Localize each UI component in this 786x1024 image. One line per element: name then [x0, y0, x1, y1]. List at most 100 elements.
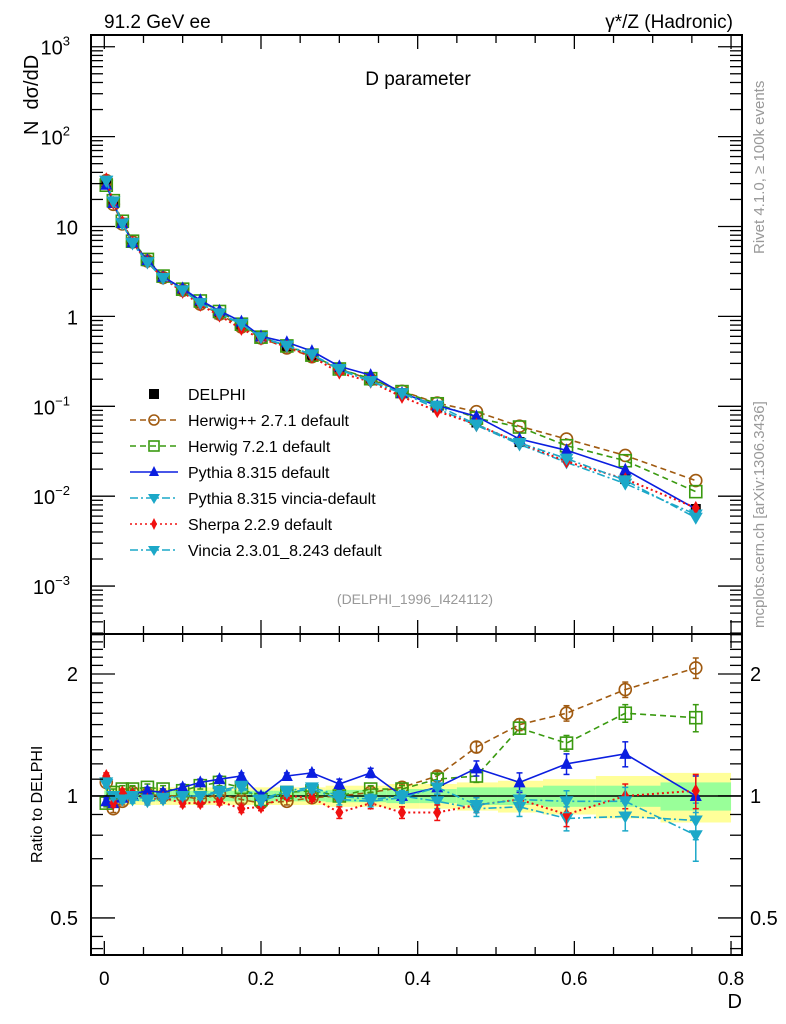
ratio-y-axis-label: Ratio to DELPHI — [29, 746, 46, 863]
point-ratio — [364, 765, 377, 778]
point-main — [106, 196, 121, 209]
series-line-ratio — [105, 667, 697, 811]
y-tick-base: 10 — [33, 397, 55, 419]
point-main — [193, 298, 208, 311]
x-tick-label: 0.2 — [248, 969, 274, 990]
point-ratio — [512, 721, 527, 735]
series-line-ratio — [105, 783, 696, 822]
point-ratio — [513, 775, 526, 788]
y-tick-label: 10−3 — [33, 573, 70, 599]
point-ratio — [115, 794, 130, 807]
point-ratio — [559, 706, 574, 721]
point-ratio — [332, 794, 347, 807]
legend-label: Sherpa 2.2.9 default — [188, 517, 333, 534]
legend-marker — [148, 440, 160, 452]
y-tick-label: 10−1 — [33, 393, 70, 419]
point-main — [688, 473, 703, 488]
point-main — [619, 462, 632, 475]
ratio-frame — [90, 633, 743, 956]
point-ratio — [193, 790, 208, 803]
point-main — [560, 443, 573, 456]
point-ratio — [156, 792, 171, 805]
point-ratio — [213, 772, 226, 785]
ratio-tick-label-left: 1 — [67, 786, 78, 808]
point-ratio — [141, 783, 154, 796]
series-line-main — [105, 180, 697, 482]
y-tick-base: 10 — [33, 487, 55, 509]
x-tick-label: 0.4 — [404, 969, 431, 990]
point-ratio — [469, 799, 484, 812]
point-ratio — [398, 805, 407, 820]
point-ratio — [395, 792, 410, 805]
legend-label: Vincia 2.3.01_8.243 default — [188, 543, 382, 560]
point-main — [363, 376, 378, 389]
point-main — [234, 319, 249, 332]
side-label-mcplots: mcplots.cern.ch [arXiv:1306.3436] — [751, 401, 768, 628]
point-main — [332, 364, 347, 377]
legend-entry: Sherpa 2.2.9 default — [130, 517, 333, 534]
series-line-main — [105, 180, 697, 519]
header-right: γ*/Z (Hadronic) — [605, 12, 733, 33]
point-ratio — [100, 794, 113, 807]
series-line-main — [105, 178, 697, 509]
point-ratio — [512, 794, 527, 807]
point-main — [469, 419, 484, 432]
legend-marker — [148, 494, 160, 504]
point-ratio — [194, 775, 207, 788]
y-tick-exponent: 2 — [63, 124, 70, 139]
point-ratio — [106, 790, 121, 803]
point-main — [395, 388, 410, 401]
y-tick-base: 10 — [41, 128, 63, 150]
point-ratio — [335, 805, 344, 820]
point-ratio — [280, 769, 293, 782]
point-main — [115, 218, 130, 231]
y-tick-exponent: −3 — [55, 573, 70, 588]
legend-label: Herwig 7.2.1 default — [188, 439, 331, 456]
ratio-tick-label-left: 0.5 — [50, 908, 78, 930]
point-ratio — [140, 794, 155, 807]
point-ratio — [562, 807, 571, 822]
point-main — [688, 512, 703, 525]
point-main — [304, 349, 319, 362]
legend: DELPHI Herwig++ 2.7.1 default Herwig 7.2.1… — [130, 387, 382, 560]
series-line-ratio — [105, 782, 697, 836]
y-tick-exponent: −1 — [55, 393, 70, 408]
point-ratio — [363, 796, 378, 809]
analysis-id: (DELPHI_1996_I424112) — [337, 591, 493, 607]
point-ratio — [176, 780, 189, 793]
point-main — [212, 308, 227, 321]
point-ratio — [688, 710, 703, 725]
point-main — [430, 400, 445, 413]
ratio-tick-label-right: 2 — [750, 664, 761, 686]
point-ratio — [430, 796, 445, 809]
ratio-tick-label-right: 1 — [750, 786, 761, 808]
point-ratio — [307, 790, 316, 805]
point-ratio — [618, 811, 633, 824]
point-ratio — [212, 787, 227, 800]
x-axis-label: D — [728, 991, 742, 1013]
point-ratio — [279, 787, 294, 800]
legend-label: DELPHI — [188, 387, 246, 404]
point-ratio — [688, 830, 703, 843]
y-tick-base: 1 — [67, 307, 78, 329]
y-tick-label: 103 — [41, 34, 70, 60]
point-main — [279, 340, 294, 353]
point-ratio — [560, 756, 573, 769]
series-vincia-2-3-01-8-243-default — [99, 175, 703, 862]
legend-label: Pythia 8.315 vincia-default — [188, 491, 376, 508]
x-tick-label: 0.6 — [561, 969, 587, 990]
legend-entry: Vincia 2.3.01_8.243 default — [130, 543, 382, 560]
point-ratio — [559, 736, 574, 750]
plot-title: D parameter — [365, 69, 471, 90]
series-delphi — [101, 178, 701, 515]
ratio-tick-label-right: 0.5 — [750, 908, 778, 930]
y-tick-base: 10 — [56, 218, 78, 240]
point-ratio — [688, 661, 703, 675]
point-ratio — [175, 790, 190, 803]
y-tick-label: 1 — [67, 307, 78, 329]
point-main — [99, 175, 114, 188]
point-main — [691, 500, 700, 515]
point-ratio — [304, 784, 319, 797]
point-ratio — [469, 740, 484, 754]
